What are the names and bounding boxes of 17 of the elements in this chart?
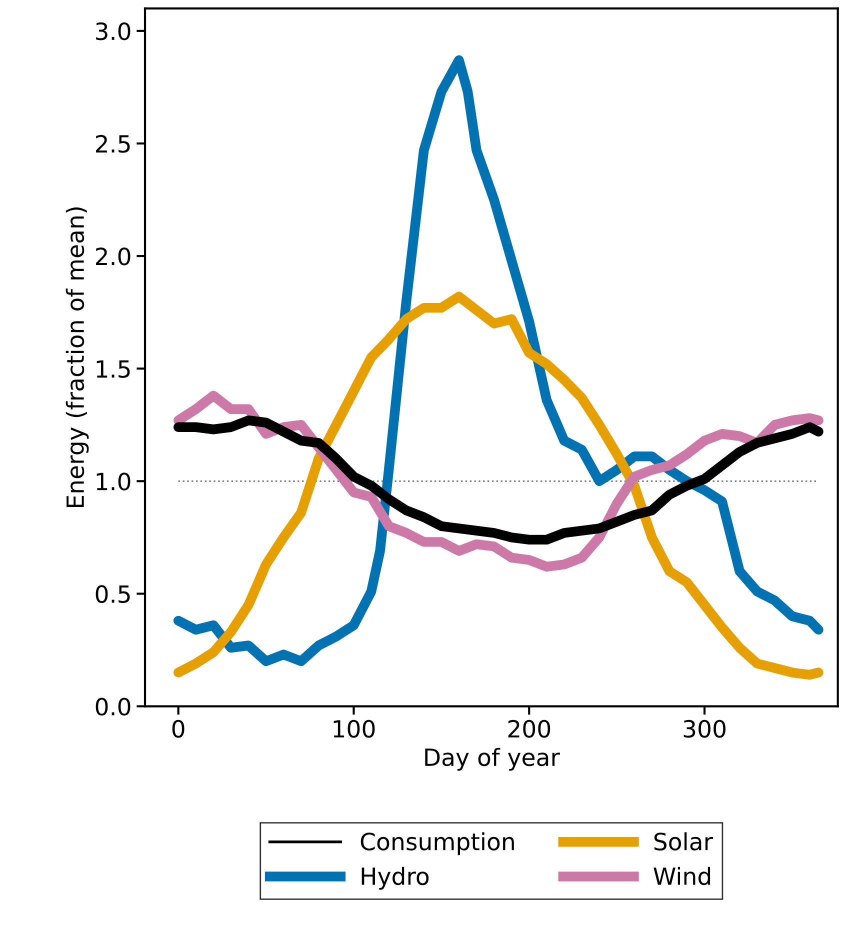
y-tick-label: 0.5 <box>96 585 130 604</box>
y-tick-label: 1.0 <box>96 472 130 490</box>
y-tick-label: 0.0 <box>96 698 130 716</box>
y-tick-label: 1.5 <box>96 360 130 378</box>
x-axis-title: Day of year <box>425 748 560 771</box>
legend-label: Wind <box>654 866 710 886</box>
x-tick-label: 300 <box>684 720 726 738</box>
y-tick-label: 2.0 <box>96 247 130 266</box>
x-tick-label: 0 <box>172 720 184 738</box>
x-tick-label: 100 <box>334 720 375 738</box>
y-tick-label: 3.0 <box>96 22 130 40</box>
legend-label: Solar <box>654 832 714 850</box>
legend-label: Hydro <box>362 866 429 890</box>
y-axis-title: Energy (fraction of mean) <box>66 207 89 508</box>
y-tick-label: 2.5 <box>96 134 130 153</box>
legend-label: Consumption <box>360 832 514 856</box>
x-tick-label: 200 <box>508 720 550 738</box>
